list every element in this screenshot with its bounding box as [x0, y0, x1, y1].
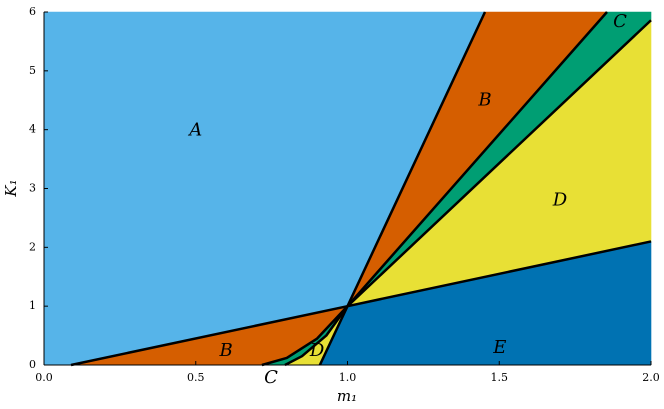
boundary-line	[261, 11, 608, 367]
region-label: B	[477, 89, 491, 110]
y-tick-label: 2	[29, 240, 36, 253]
region-label: D	[309, 340, 325, 361]
y-axis-label: K₁	[2, 179, 20, 197]
region-label: D	[552, 189, 568, 210]
y-tick-label: 1	[29, 299, 36, 312]
region-label: B	[218, 340, 232, 361]
x-tick-label: 0.0	[35, 371, 53, 384]
y-tick-label: 0	[29, 358, 36, 371]
x-tick-label: 2.0	[642, 371, 660, 384]
region-label: C	[264, 367, 278, 388]
region-label: C	[613, 11, 627, 32]
boundary-line	[284, 19, 652, 367]
y-tick-label: 6	[29, 5, 36, 18]
x-axis-label: m₁	[337, 387, 357, 405]
x-tick-label: 0.5	[187, 371, 205, 384]
x-tick-label: 1.5	[491, 371, 509, 384]
y-tick-label: 3	[29, 182, 36, 195]
y-tick-label: 4	[29, 123, 36, 136]
region-label: E	[492, 337, 506, 358]
y-tick-label: 5	[29, 64, 36, 77]
x-tick-label: 1.0	[339, 371, 357, 384]
region-label: A	[187, 119, 202, 140]
